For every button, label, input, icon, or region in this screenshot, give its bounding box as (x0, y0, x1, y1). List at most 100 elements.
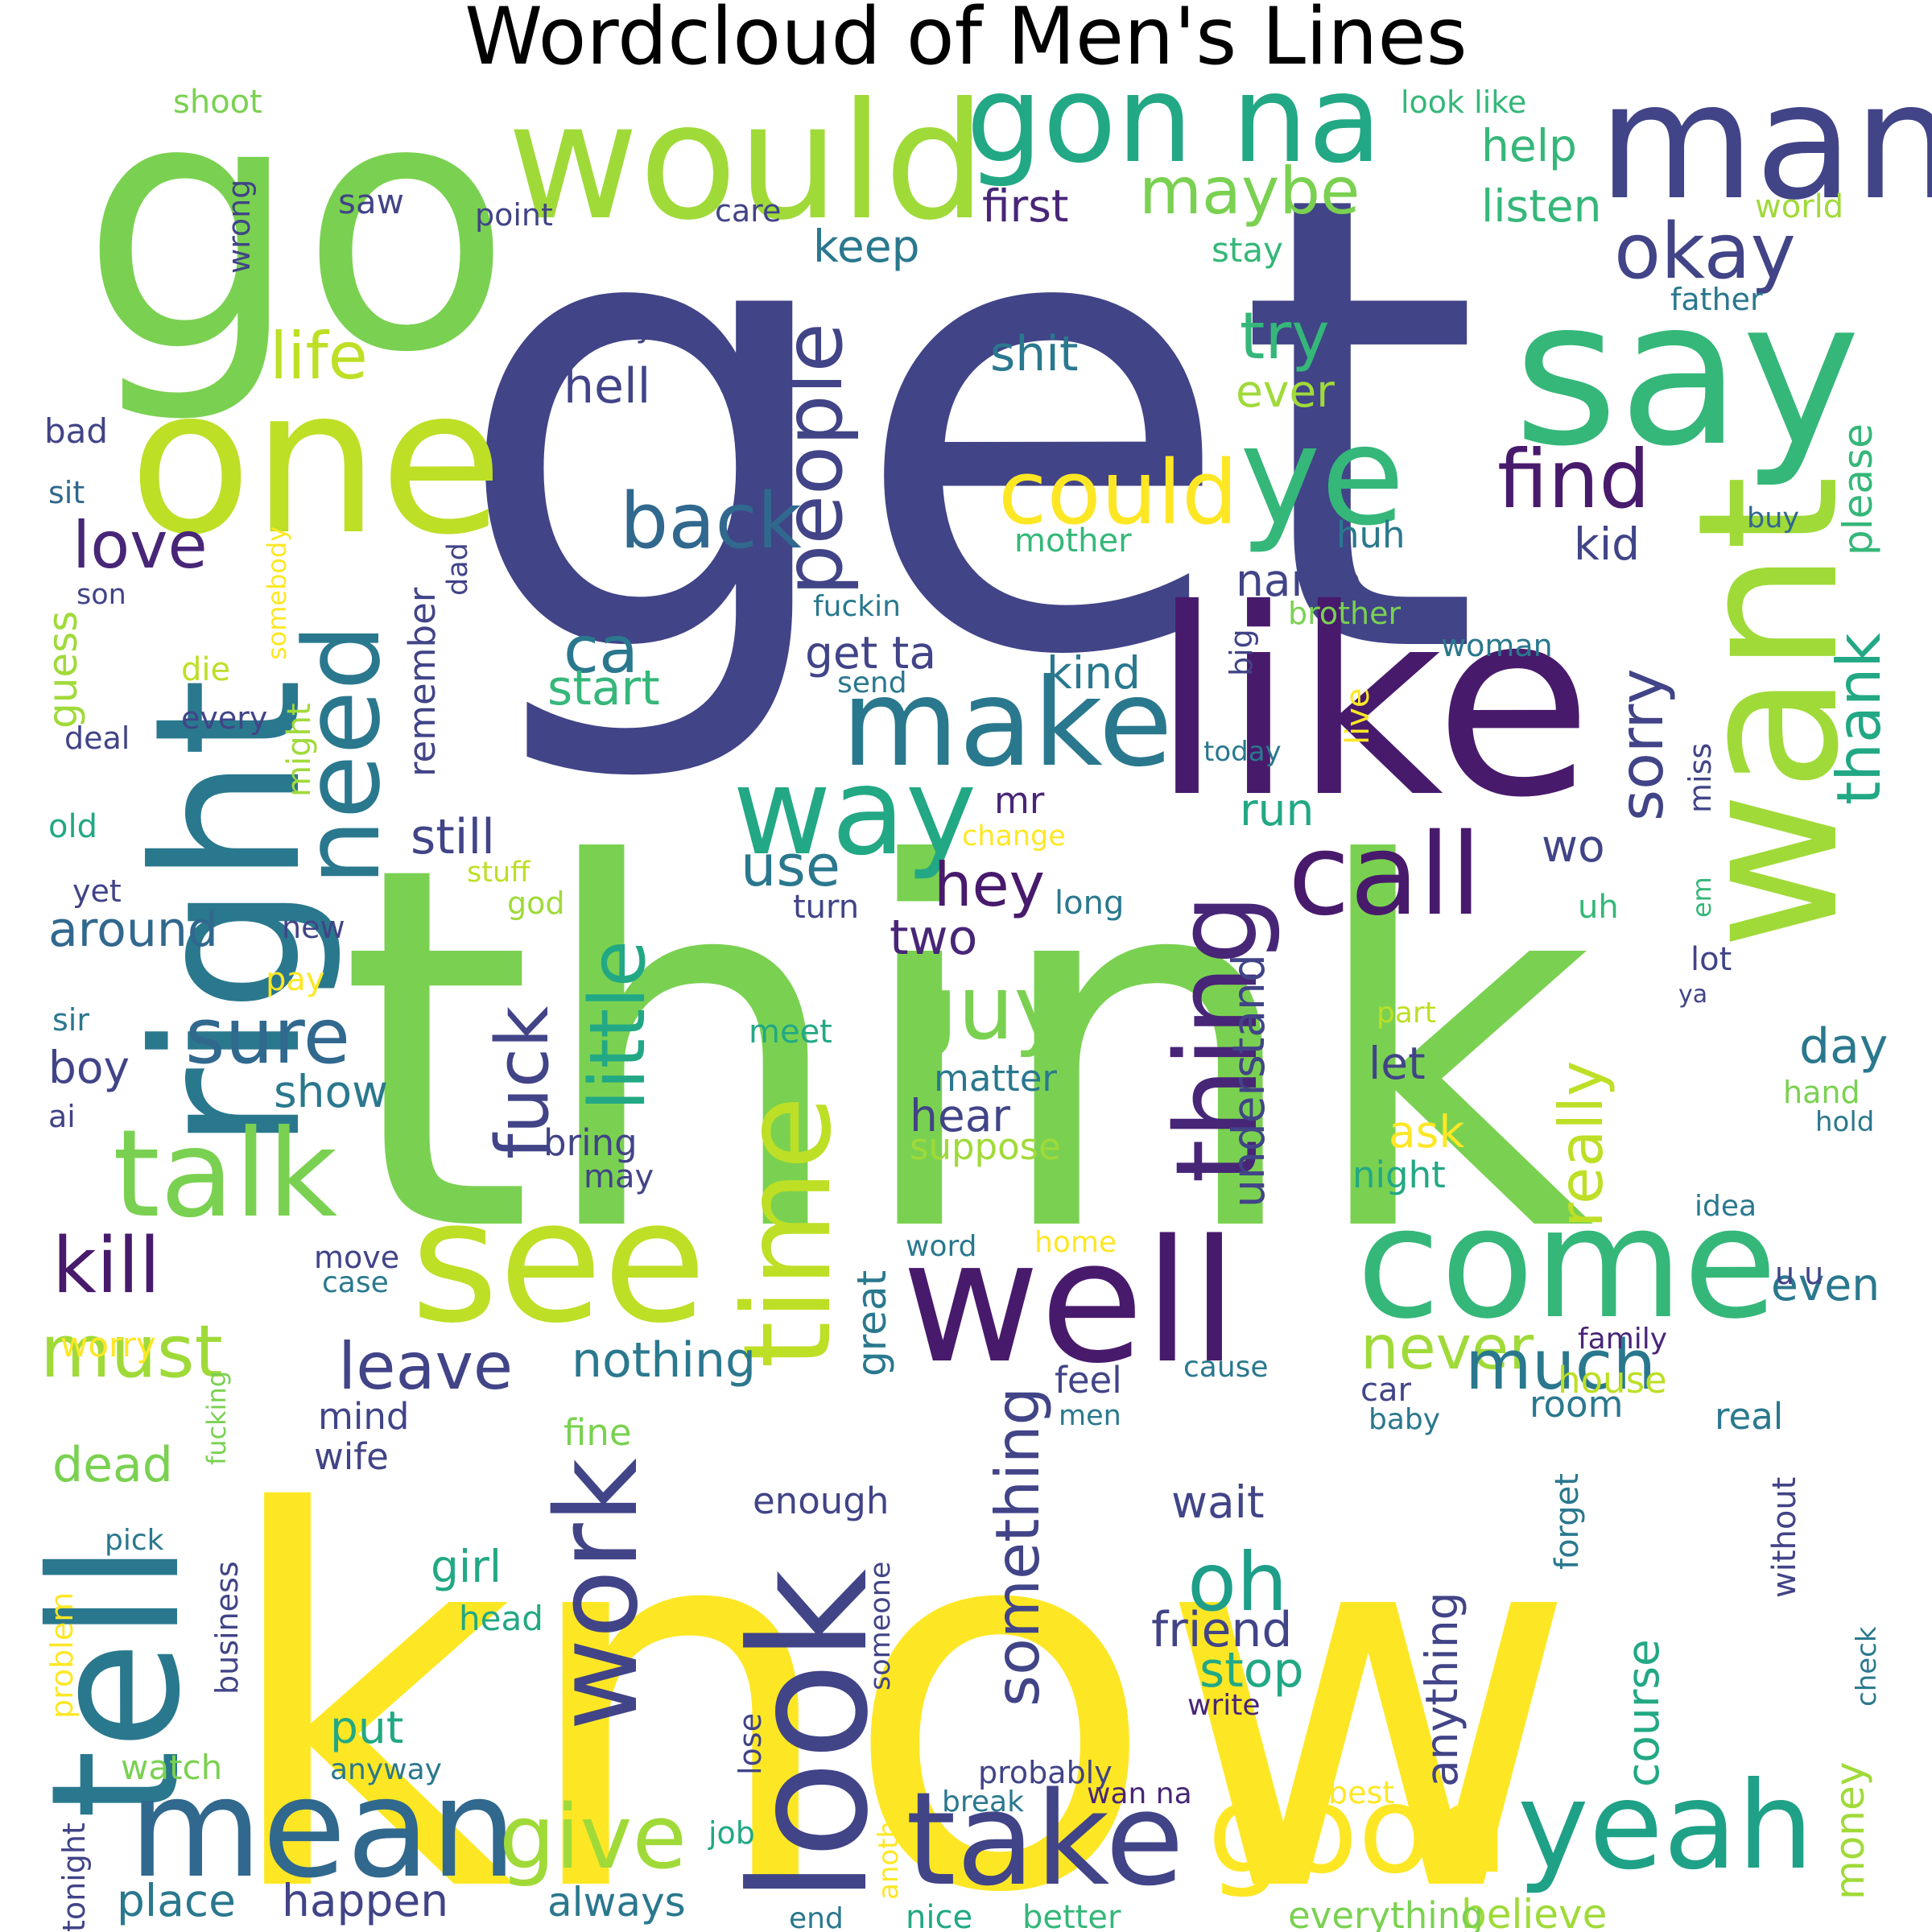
word-ever: ever (1236, 365, 1335, 417)
word-ask: ask (1389, 1106, 1464, 1158)
word-family: family (1578, 1323, 1667, 1356)
word-really: really (1546, 1061, 1616, 1228)
word-deal: deal (64, 720, 130, 756)
word-ya: ya (1678, 980, 1707, 1009)
word-mean: mean (129, 1749, 517, 1909)
word-fine: fine (564, 1411, 632, 1454)
word-leave: leave (338, 1329, 513, 1404)
word-lot: lot (1690, 941, 1732, 978)
word-move: move (314, 1240, 399, 1275)
word-understand: understand (1223, 954, 1274, 1208)
word-business: business (209, 1561, 245, 1695)
word-uh: uh (1578, 889, 1619, 926)
word-buy: buy (1747, 502, 1799, 535)
word-check: check (1851, 1626, 1883, 1707)
word-never: never (1360, 1312, 1534, 1383)
word-good: good (1208, 1761, 1509, 1901)
word-wan-na: wan na (1087, 1777, 1192, 1810)
word-cause: cause (1183, 1351, 1269, 1384)
word-god: god (507, 886, 565, 921)
word-fucking: fucking (201, 1371, 232, 1465)
word-day: day (1799, 1018, 1888, 1075)
word-part: part (1377, 997, 1436, 1030)
word-believe: believe (1461, 1891, 1607, 1932)
word-help: help (1481, 120, 1577, 171)
word-gon-na: gon na (966, 50, 1382, 190)
word-car: car (1360, 1372, 1412, 1409)
word-see: see (411, 1163, 707, 1360)
word-big: big (1224, 629, 1259, 676)
word-dad: dad (442, 543, 474, 596)
word-end: end (789, 1902, 844, 1932)
word-call: call (1288, 810, 1482, 941)
word-best: best (1328, 1775, 1394, 1810)
word-yet: yet (72, 873, 122, 909)
word-fuck: fuck (481, 1006, 565, 1159)
word-em: em (1686, 877, 1717, 918)
word-shoot: shoot (173, 84, 262, 121)
word-feel: feel (1055, 1359, 1122, 1402)
word-hold: hold (1815, 1106, 1874, 1138)
page-title: Wordcloud of Men's Lines (464, 0, 1468, 83)
word-great: great (848, 1270, 895, 1377)
word-miss: miss (1682, 743, 1718, 813)
word-long: long (1055, 885, 1124, 922)
word-keep: keep (813, 221, 919, 272)
word-kind: kind (1046, 647, 1141, 699)
word-ye: ye (1240, 397, 1405, 556)
word-mr: mr (994, 779, 1045, 822)
word-might: might (281, 703, 318, 797)
word-house: house (1558, 1359, 1667, 1402)
word-happen: happen (282, 1875, 448, 1926)
word-use: use (741, 833, 840, 899)
word-go: go (80, 26, 512, 428)
word-today: today (1203, 736, 1282, 768)
word-still: still (411, 809, 495, 865)
word-hey: hey (934, 849, 1045, 920)
word-suppose: suppose (910, 1125, 1061, 1168)
word-let: let (1368, 1038, 1426, 1089)
word-guy: guy (902, 956, 1067, 1059)
word-two: two (890, 910, 977, 966)
word-love: love (72, 508, 208, 583)
word-enough: enough (753, 1480, 889, 1522)
word-get: get (451, 61, 1482, 792)
word-yeah: yeah (1517, 1757, 1814, 1897)
word-home: home (1034, 1226, 1117, 1259)
word-lose: lose (733, 1713, 768, 1775)
word-anyway: anyway (330, 1753, 442, 1786)
word-brother: brother (1288, 596, 1402, 631)
word-thing: thing (1152, 894, 1283, 1183)
word-worry: worry (60, 1325, 156, 1364)
word-baby: baby (1368, 1403, 1440, 1436)
word-stuff: stuff (467, 857, 530, 889)
word-life: life (270, 319, 368, 394)
word-little: little (574, 940, 663, 1111)
word-wife: wife (314, 1435, 389, 1478)
word-want: want (1656, 475, 1881, 950)
word-much: much (1465, 1326, 1656, 1406)
word-back: back (620, 477, 802, 566)
word-people: people (766, 323, 861, 596)
word-huh: huh (1336, 514, 1406, 556)
word-world: world (1755, 188, 1843, 225)
word-real: real (1715, 1395, 1783, 1438)
word-pay: pay (266, 961, 325, 998)
word-new: new (282, 910, 345, 945)
word-even: even (1771, 1259, 1880, 1311)
word-one: one (129, 345, 503, 579)
word-like: like (1151, 555, 1593, 854)
word-make: make (841, 654, 1173, 794)
word-forget: forget (1549, 1473, 1586, 1570)
word-stop: stop (1199, 1642, 1304, 1699)
word-sure: sure (185, 993, 350, 1081)
word-fuckin: fuckin (813, 590, 901, 623)
word-say: say (1513, 256, 1860, 490)
word-better: better (1022, 1899, 1121, 1932)
word-look: look (716, 1569, 904, 1904)
word-dead: dead (52, 1437, 173, 1493)
word-wo: wo (1542, 820, 1605, 872)
word-money: money (1827, 1762, 1873, 1900)
word-give: give (499, 1785, 687, 1889)
word-course: course (1617, 1639, 1669, 1787)
